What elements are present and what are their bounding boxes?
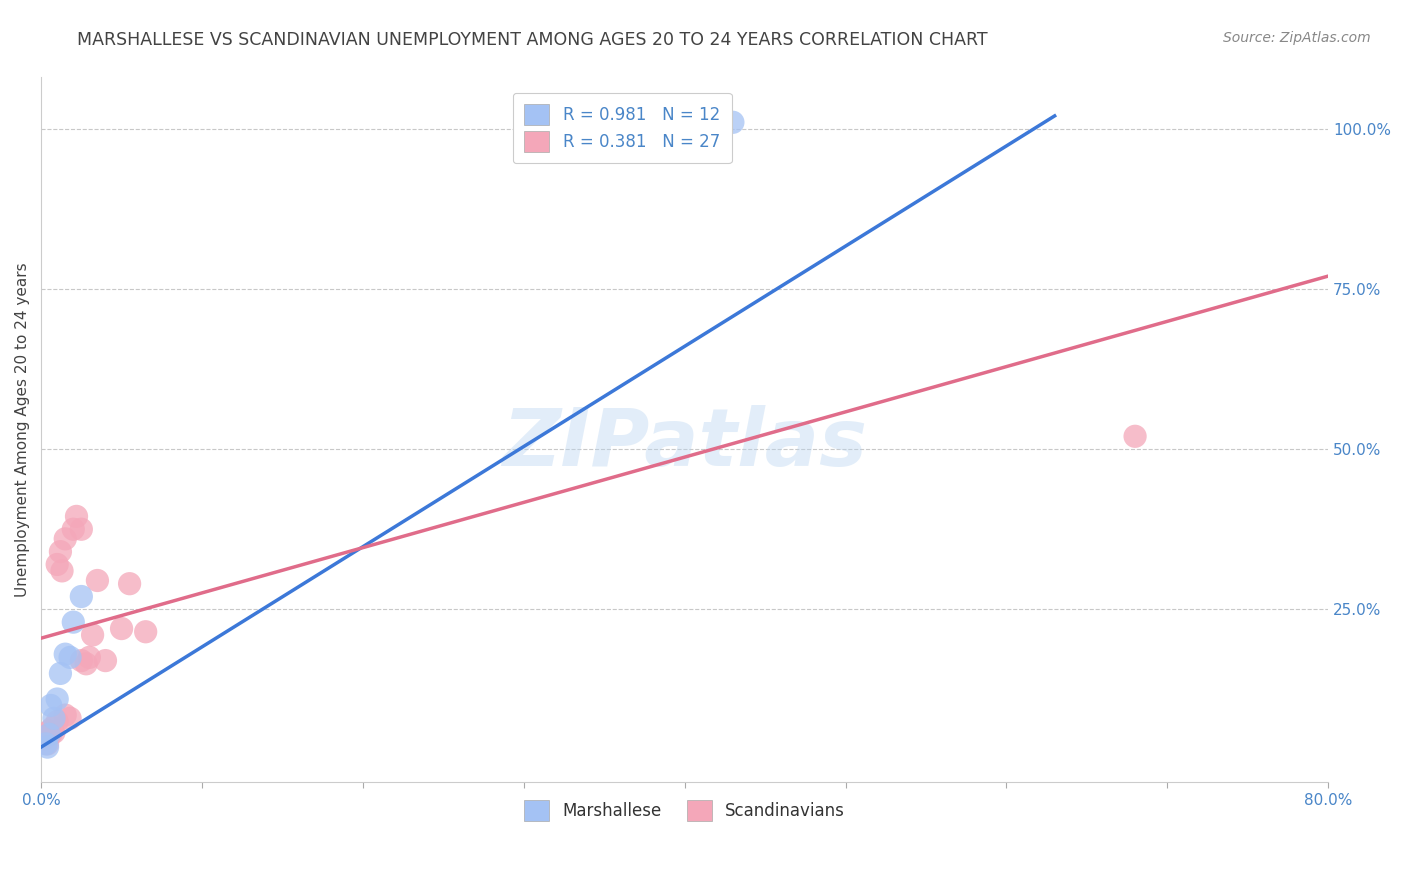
Point — [51, 564, 73, 578]
Point — [86, 574, 108, 588]
Point — [70, 654, 93, 668]
Point — [59, 650, 82, 665]
Point — [70, 590, 93, 604]
Point — [65, 509, 87, 524]
Point — [42, 711, 65, 725]
Text: Source: ZipAtlas.com: Source: ZipAtlas.com — [1223, 31, 1371, 45]
Point — [721, 115, 744, 129]
Y-axis label: Unemployment Among Ages 20 to 24 years: Unemployment Among Ages 20 to 24 years — [15, 262, 30, 598]
Point — [79, 650, 101, 665]
Point — [46, 714, 69, 729]
Point — [82, 628, 104, 642]
Point — [70, 522, 93, 536]
Point — [37, 737, 59, 751]
Point — [42, 725, 65, 739]
Point — [1123, 429, 1146, 443]
Point — [35, 729, 58, 743]
Point — [118, 576, 141, 591]
Point — [38, 727, 60, 741]
Point — [41, 721, 63, 735]
Point — [59, 711, 82, 725]
Point — [46, 558, 69, 572]
Point — [110, 622, 132, 636]
Point — [62, 522, 84, 536]
Point — [39, 727, 62, 741]
Point — [39, 698, 62, 713]
Legend: Marshallese, Scandinavians: Marshallese, Scandinavians — [510, 787, 858, 834]
Point — [49, 544, 72, 558]
Text: MARSHALLESE VS SCANDINAVIAN UNEMPLOYMENT AMONG AGES 20 TO 24 YEARS CORRELATION C: MARSHALLESE VS SCANDINAVIAN UNEMPLOYMENT… — [77, 31, 988, 49]
Point — [37, 740, 59, 755]
Point — [53, 647, 76, 661]
Point — [46, 692, 69, 706]
Point — [94, 654, 117, 668]
Point — [35, 737, 58, 751]
Text: ZIPatlas: ZIPatlas — [502, 405, 868, 483]
Point — [49, 666, 72, 681]
Point — [53, 708, 76, 723]
Point — [62, 615, 84, 629]
Point — [75, 657, 97, 671]
Point — [135, 624, 157, 639]
Point — [38, 724, 60, 739]
Point — [53, 532, 76, 546]
Point — [34, 731, 56, 746]
